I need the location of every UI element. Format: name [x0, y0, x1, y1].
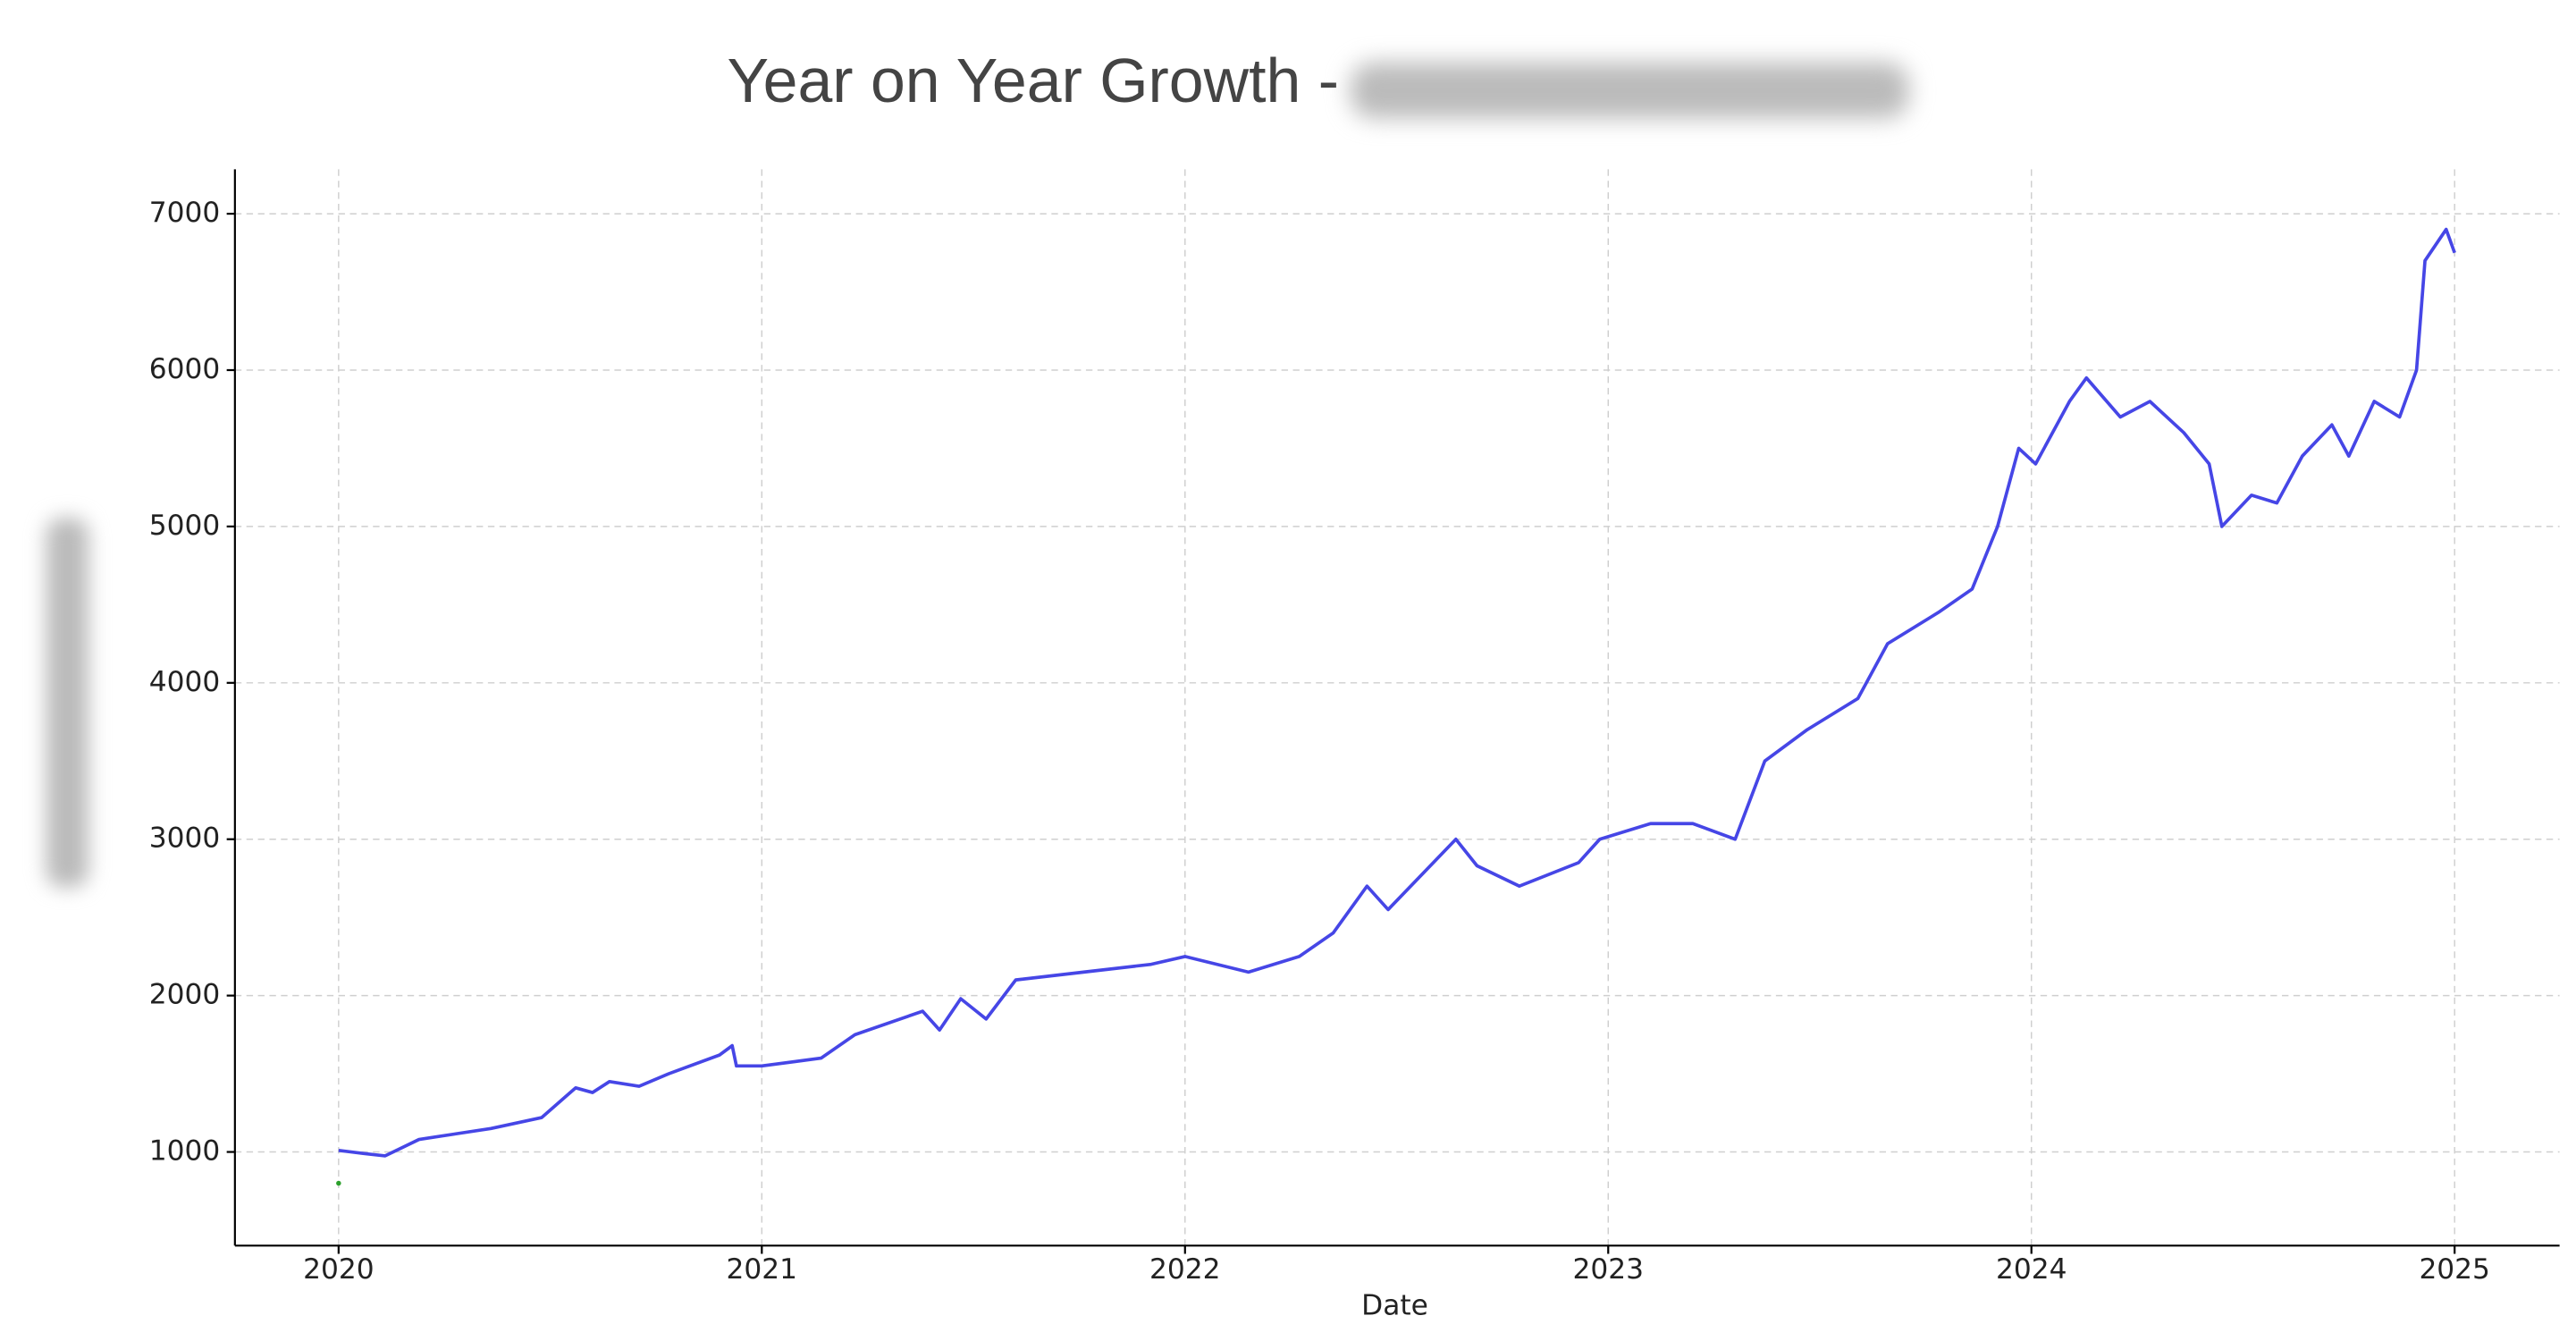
x-axis-label: Date: [1361, 1289, 1428, 1321]
y-tick-label: 6000: [149, 353, 221, 385]
x-tick-label: 2025: [2419, 1253, 2490, 1286]
y-tick-label: 1000: [149, 1135, 221, 1168]
y-tick-label: 3000: [149, 822, 221, 855]
redacted-title: [1350, 62, 1909, 119]
line: [338, 227, 2456, 1158]
y-tick-label: 5000: [149, 510, 221, 542]
y-tick-label: 4000: [149, 666, 221, 698]
point: [336, 1180, 341, 1186]
y-tick-label: 7000: [149, 197, 221, 229]
x-tick-label: 2021: [727, 1253, 798, 1286]
y-tick-label: 2000: [149, 979, 221, 1011]
redacted-y-label: [46, 518, 89, 888]
x-tick-label: 2022: [1149, 1253, 1221, 1286]
x-tick-label: 2023: [1573, 1253, 1645, 1286]
chart-title: Year on Year Growth -: [727, 46, 1339, 115]
x-tick-label: 2024: [1996, 1253, 2067, 1286]
x-tick-label: 2020: [303, 1253, 375, 1286]
